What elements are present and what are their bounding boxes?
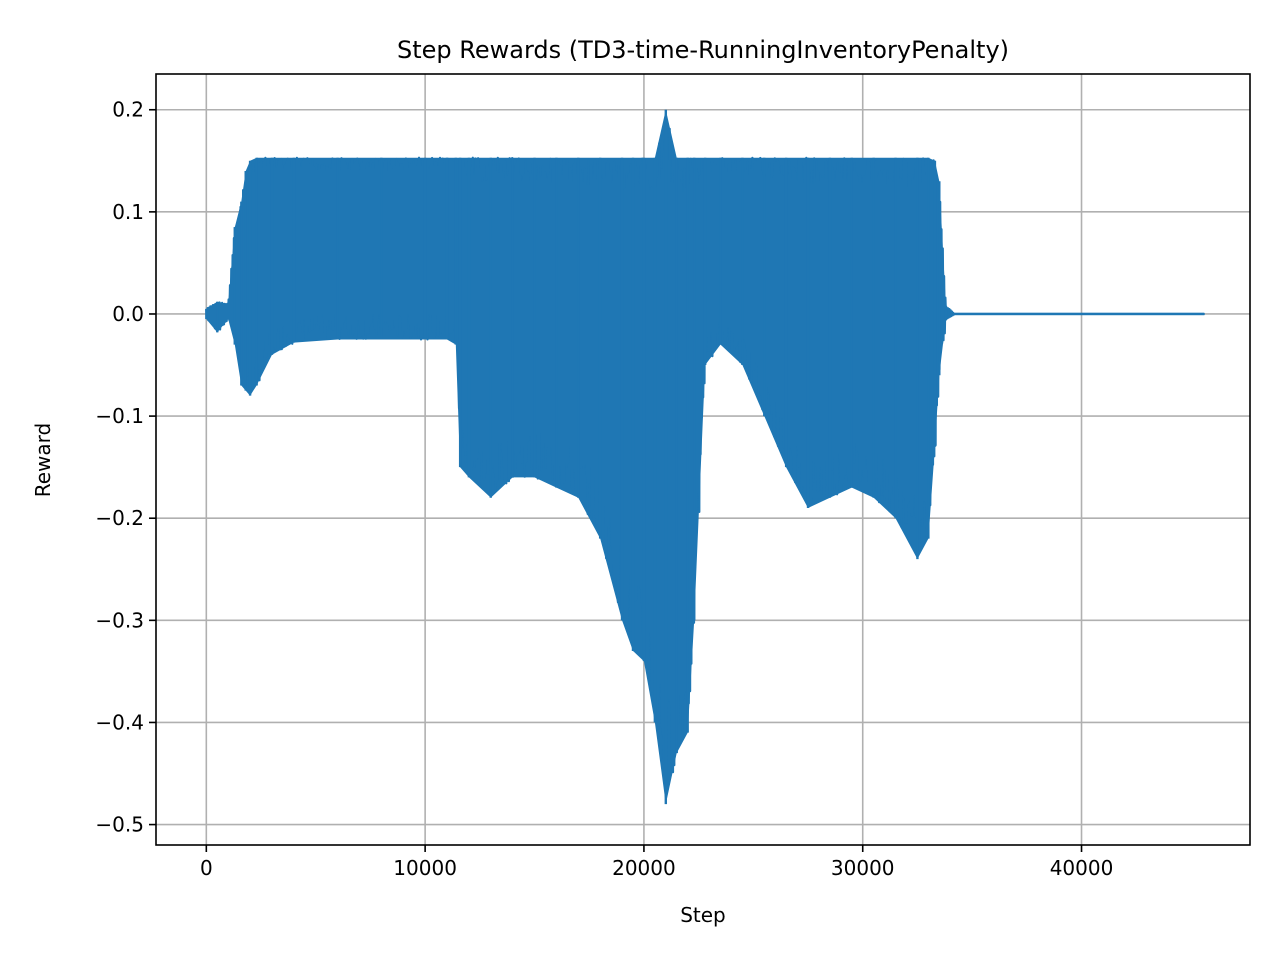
x-axis-label: Step bbox=[680, 903, 726, 927]
y-tick-label: 0.1 bbox=[112, 200, 144, 224]
y-tick-label: −0.3 bbox=[95, 608, 144, 632]
x-tick-label: 10000 bbox=[393, 856, 457, 880]
axis-ticks: 0 10000 20000 30000 40000 0.2 0.1 0.0 −0.1 −0.2 −0… bbox=[95, 98, 1113, 880]
y-tick-label: 0.0 bbox=[112, 302, 144, 326]
y-tick-label: 0.2 bbox=[112, 98, 144, 122]
x-tick-label: 30000 bbox=[831, 856, 895, 880]
y-tick-label: −0.1 bbox=[95, 404, 144, 428]
x-tick-label: 20000 bbox=[612, 856, 676, 880]
x-tick-label: 0 bbox=[200, 856, 213, 880]
chart-title: Step Rewards (TD3-time-RunningInventoryP… bbox=[397, 36, 1009, 64]
x-tick-label: 40000 bbox=[1050, 856, 1114, 880]
y-axis-label: Reward bbox=[31, 423, 55, 497]
plot-frame bbox=[155, 73, 1251, 846]
series-layer bbox=[205, 109, 1206, 805]
y-tick-label: −0.2 bbox=[95, 506, 144, 530]
y-tick-label: −0.5 bbox=[95, 813, 144, 837]
y-tick-label: −0.4 bbox=[95, 710, 144, 734]
